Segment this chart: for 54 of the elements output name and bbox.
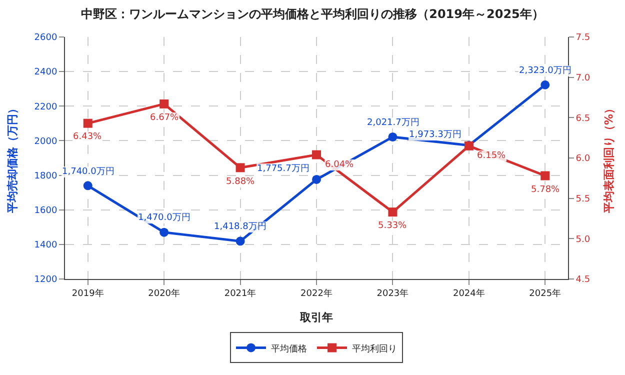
legend-label: 平均価格 — [271, 343, 307, 354]
data-label: 5.88% — [226, 177, 256, 187]
data-label: 2,323.0万円 — [519, 66, 572, 76]
data-label: 6.04% — [325, 160, 354, 170]
point — [160, 228, 169, 237]
x-tick-label: 2022年 — [300, 288, 332, 299]
y-tick-label: 2600 — [34, 33, 58, 44]
data-label: 5.33% — [378, 221, 408, 231]
y2-tick-label: 5.0 — [576, 234, 590, 245]
y-tick-label: 1400 — [34, 240, 58, 251]
x-tick-label: 2024年 — [452, 288, 485, 299]
x-tick-label: 2025年 — [529, 288, 562, 299]
y2-tick-label: 7.0 — [576, 73, 590, 84]
x-tick-label: 2020年 — [148, 288, 180, 299]
y2-tick-label: 5.5 — [576, 194, 590, 204]
point — [236, 163, 245, 172]
data-label: 6.43% — [73, 132, 102, 142]
data-label: 1,775.7万円 — [257, 164, 310, 174]
x-tick-label: 2019年 — [72, 288, 104, 299]
y-tick-label: 1200 — [34, 275, 58, 286]
y-tick-label: 2400 — [34, 68, 58, 78]
point — [83, 118, 92, 128]
point — [236, 236, 245, 246]
point — [160, 99, 169, 108]
point — [540, 80, 550, 90]
x-tick-label: 2021年 — [224, 288, 256, 299]
data-label: 1,470.0万円 — [138, 213, 190, 223]
y2-axis-title: 平均表面利回り（%） — [602, 102, 616, 214]
data-label: 5.78% — [531, 185, 560, 195]
x-axis-title: 取引年 — [299, 311, 333, 324]
y-axis-title: 平均売却価格（万円） — [6, 103, 19, 214]
y2-tick-label: 6.5 — [576, 114, 590, 124]
point — [388, 208, 398, 217]
data-label: 6.15% — [477, 151, 506, 161]
y-tick-label: 2200 — [34, 102, 58, 112]
y-tick-label: 2000 — [34, 136, 58, 147]
point — [83, 181, 92, 190]
y2-tick-label: 4.5 — [576, 275, 590, 286]
y2-tick-label: 6.0 — [576, 154, 590, 164]
chart-title: 中野区：ワンルームマンションの平均価格と平均利回りの推移（2019年～2025年） — [81, 6, 544, 21]
y2-tick-label: 7.5 — [576, 33, 590, 44]
x-tick-label: 2023年 — [376, 288, 409, 299]
point — [388, 132, 398, 142]
data-label: 1,973.3万円 — [409, 130, 462, 140]
point — [312, 174, 321, 184]
data-label: 2,021.7万円 — [367, 118, 420, 128]
point — [540, 171, 550, 180]
data-label: 1,418.8万円 — [214, 222, 266, 232]
data-label: 1,740.0万円 — [62, 167, 114, 177]
y-tick-label: 1600 — [34, 206, 58, 216]
y-tick-label: 1800 — [34, 171, 58, 182]
data-label: 6.67% — [150, 113, 180, 123]
legend-label: 平均利回り — [352, 343, 397, 354]
point — [312, 150, 321, 160]
